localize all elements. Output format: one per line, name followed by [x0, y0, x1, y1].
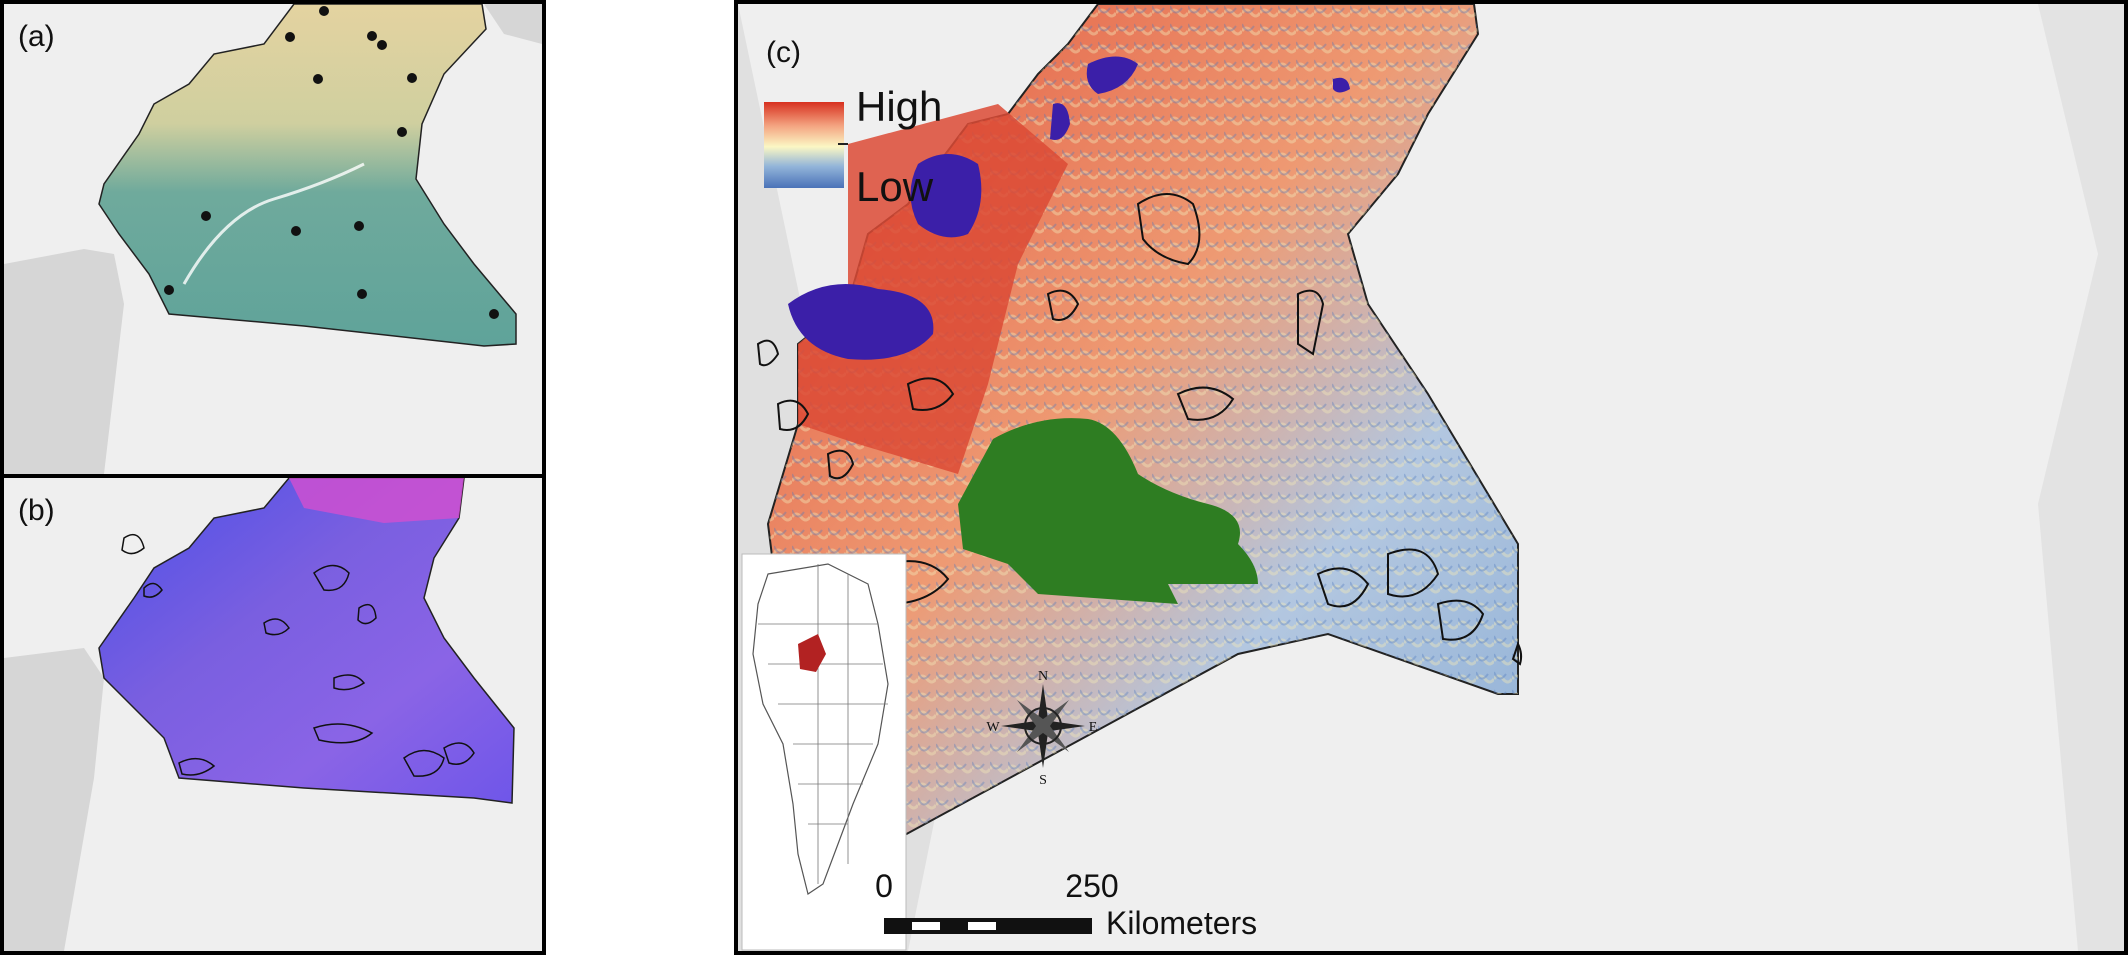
cameroon-a [98, 4, 517, 347]
africa-borders [758, 564, 888, 884]
land-grey-top [484, 4, 542, 44]
land-grey-c-east [2038, 4, 2124, 951]
panel-c-map: High Low N S E W 0 250 [738, 4, 2124, 951]
panel-b-map [4, 478, 515, 951]
high-zone-west [798, 104, 1068, 474]
protected-areas-purple [788, 56, 1350, 360]
north-magenta [289, 478, 464, 523]
protected-area-green [958, 418, 1258, 604]
panel-b: (b) [0, 474, 546, 955]
legend-high-label: High [856, 83, 942, 130]
panel-a: (a) [0, 0, 546, 478]
legend-low-label: Low [856, 163, 934, 210]
panel-c: High Low N S E W 0 250 [734, 0, 2128, 955]
compass-rose: N S E W [986, 669, 1097, 788]
protected-area-outlines-b [121, 533, 475, 777]
compass-w: W [986, 720, 1000, 735]
compass-s: S [1039, 773, 1047, 788]
land-grey [4, 249, 124, 474]
scale-unit: Kilometers [1106, 905, 1257, 941]
legend: High Low [764, 83, 942, 210]
land-grey-b [4, 648, 104, 951]
compass-e: E [1089, 720, 1098, 735]
panel-c-label: (c) [766, 36, 801, 69]
panel-a-map [4, 4, 542, 474]
africa-inset [741, 553, 907, 951]
sample-points [164, 6, 499, 319]
scale-bar: 0 250 Kilometers [875, 868, 1257, 941]
legend-gradient-bar [764, 102, 844, 188]
panel-b-label: (b) [18, 494, 55, 527]
cameroon-highlight [798, 634, 826, 672]
scale-tick-0: 0 [875, 868, 893, 904]
river-a [182, 162, 365, 285]
compass-n: N [1038, 669, 1048, 684]
scale-tick-250: 250 [1065, 868, 1118, 904]
cameroon-b [98, 478, 515, 804]
africa-outline [752, 563, 889, 895]
panel-a-label: (a) [18, 20, 55, 53]
